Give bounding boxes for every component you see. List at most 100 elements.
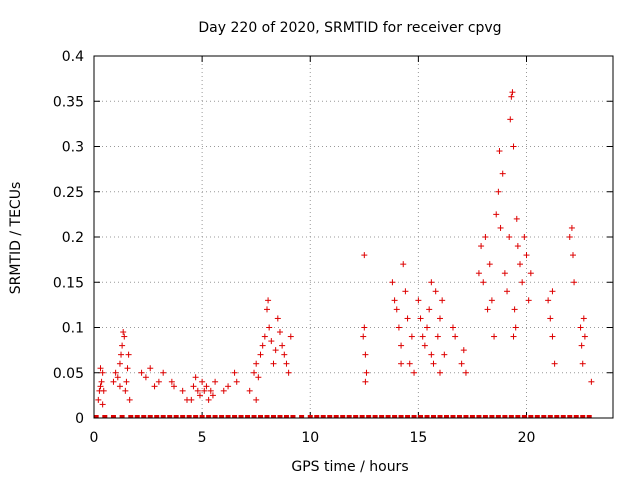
data-point: [493, 211, 500, 218]
data-point: [398, 360, 405, 367]
data-point-zero: [573, 415, 579, 418]
data-point-zero: [456, 415, 462, 418]
grid-lines: [94, 56, 613, 418]
data-point: [287, 333, 294, 340]
data-point: [510, 143, 517, 150]
data-point: [460, 347, 467, 354]
data-point: [246, 387, 253, 394]
data-point: [508, 93, 515, 100]
data-point: [406, 360, 413, 367]
data-point: [506, 234, 513, 240]
data-point: [119, 342, 126, 349]
data-point: [122, 387, 129, 394]
data-point-zero: [418, 415, 424, 418]
data-point: [121, 333, 128, 340]
data-point: [430, 360, 437, 367]
data-point-zero: [489, 415, 495, 418]
data-point: [513, 215, 520, 222]
data-point-zero: [134, 415, 140, 418]
data-point: [507, 116, 514, 123]
data-point-zero: [193, 415, 199, 418]
data-point-zero: [299, 415, 305, 418]
data-point-zero: [199, 415, 205, 418]
data-point-zero: [405, 415, 411, 418]
data-point: [100, 387, 107, 394]
data-point: [408, 333, 415, 340]
data-point: [577, 324, 584, 331]
data-point: [475, 270, 482, 277]
data-point: [525, 297, 532, 304]
data-point: [458, 360, 465, 367]
data-point: [118, 351, 125, 358]
data-point-zero: [245, 415, 251, 418]
data-point-zero: [314, 415, 320, 418]
data-point: [120, 329, 127, 336]
data-point-zero: [186, 415, 192, 418]
data-point: [123, 378, 130, 385]
data-point: [551, 360, 558, 367]
data-point: [488, 297, 495, 304]
data-point: [580, 315, 587, 322]
data-point: [363, 369, 370, 376]
data-point-zero: [443, 415, 449, 418]
data-point-zero: [264, 415, 270, 418]
data-point-zero: [353, 415, 359, 418]
data-point: [168, 378, 175, 385]
data-point: [171, 383, 178, 390]
data-point: [514, 243, 521, 250]
data-point: [231, 369, 238, 376]
data-point: [261, 333, 268, 340]
data-point-zero: [307, 415, 313, 418]
data-point: [437, 315, 443, 322]
data-point-zero: [290, 415, 296, 418]
data-point: [426, 306, 433, 313]
data-point: [194, 387, 201, 394]
data-point: [259, 342, 266, 349]
data-point: [495, 188, 502, 195]
data-point: [190, 383, 197, 390]
data-point: [253, 360, 260, 367]
data-point: [201, 387, 208, 394]
data-point: [203, 383, 210, 390]
data-point: [569, 252, 576, 259]
data-point-zero: [147, 415, 153, 418]
data-point: [281, 351, 288, 358]
data-point: [521, 234, 528, 240]
data-point-zero: [119, 415, 125, 418]
data-point-zero: [160, 415, 166, 418]
data-point-zero: [141, 415, 147, 418]
data-point-zero: [346, 415, 352, 418]
data-point: [439, 297, 446, 304]
data-point: [360, 333, 367, 340]
data-point: [251, 369, 258, 376]
data-point: [497, 224, 504, 231]
data-point: [547, 315, 554, 322]
data-point: [393, 306, 400, 313]
data-point: [361, 324, 368, 331]
data-point-zero: [424, 415, 430, 418]
data-point-zero: [102, 415, 108, 418]
data-point-zero: [508, 415, 514, 418]
data-point: [452, 333, 459, 340]
data-point: [212, 378, 219, 385]
data-point: [362, 378, 369, 385]
x-tick-label: 0: [90, 430, 99, 446]
data-point-zero: [372, 415, 378, 418]
data-point: [188, 396, 195, 403]
data-point: [205, 396, 212, 403]
data-point: [268, 338, 275, 345]
data-point: [285, 369, 292, 376]
data-point: [432, 288, 439, 295]
data-point-zero: [431, 415, 437, 418]
data-point: [499, 170, 506, 177]
data-point-zero: [359, 415, 365, 418]
data-point: [389, 279, 396, 286]
data-point: [486, 261, 493, 268]
data-point: [578, 342, 585, 349]
data-point: [110, 378, 117, 385]
data-point: [400, 261, 407, 268]
data-point: [462, 369, 469, 376]
data-point-zero: [515, 415, 521, 418]
data-point: [512, 324, 519, 331]
data-point-zero: [541, 415, 547, 418]
